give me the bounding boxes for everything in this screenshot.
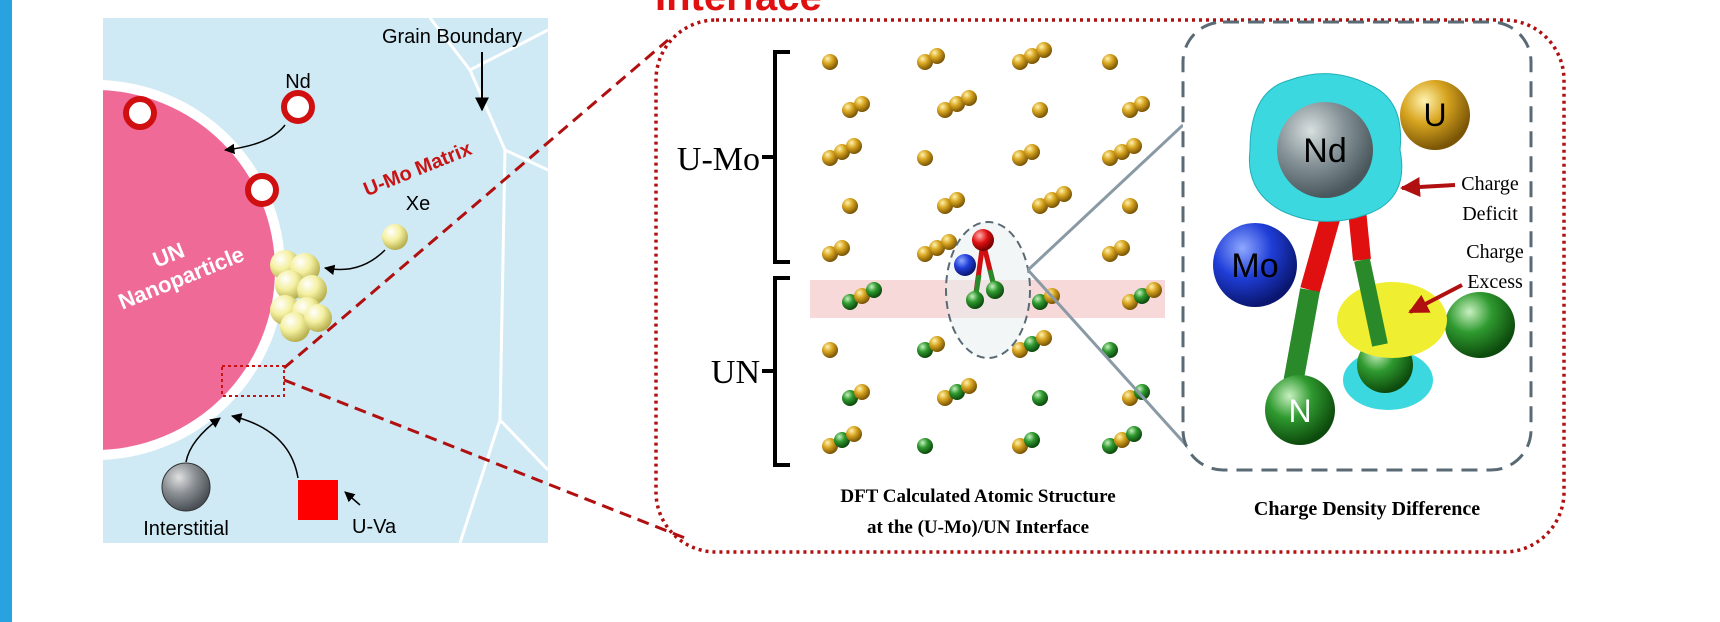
label: Charge	[1461, 173, 1519, 195]
atom	[929, 336, 945, 352]
xe-atom	[382, 224, 408, 250]
atom	[949, 192, 965, 208]
figure: Grain Boundary Nd U-Mo Matrix Xe UN Nano…	[0, 0, 1720, 622]
atom	[917, 438, 933, 454]
atom	[866, 282, 882, 298]
caption: at the (U-Mo)/UN Interface	[867, 517, 1089, 538]
label: Excess	[1467, 271, 1523, 293]
atom	[1036, 42, 1052, 58]
bracket	[762, 52, 790, 262]
atom	[1102, 54, 1118, 70]
label: UN	[711, 354, 760, 391]
vacancy-mark	[298, 480, 338, 520]
atom	[1024, 432, 1040, 448]
atom	[834, 240, 850, 256]
atom	[822, 342, 838, 358]
bracket	[762, 278, 790, 465]
label: U-Mo	[677, 141, 760, 178]
atom	[1032, 390, 1048, 406]
atom	[961, 378, 977, 394]
atom	[1036, 330, 1052, 346]
caption: DFT Calculated Atomic Structure	[840, 486, 1115, 507]
atom	[929, 48, 945, 64]
label: Interstitial	[143, 518, 229, 540]
label: Nd	[285, 71, 311, 93]
left-panel	[0, 18, 548, 543]
atom	[1126, 138, 1142, 154]
atom	[917, 150, 933, 166]
atom	[1134, 96, 1150, 112]
title: Interface	[655, 0, 822, 19]
atom	[1114, 240, 1130, 256]
atom	[846, 426, 862, 442]
atom	[1056, 186, 1072, 202]
atom	[854, 96, 870, 112]
atom-label: N	[1288, 393, 1311, 429]
side-strip	[0, 0, 12, 622]
atom-label: Nd	[1303, 132, 1346, 170]
atom-label: U	[1423, 97, 1446, 133]
atom	[842, 198, 858, 214]
atom	[846, 138, 862, 154]
label: Charge	[1466, 241, 1524, 263]
atom	[941, 234, 957, 250]
atom	[1146, 282, 1162, 298]
atom	[1032, 102, 1048, 118]
atom	[822, 54, 838, 70]
label: Deficit	[1462, 203, 1518, 225]
label: U-Va	[352, 516, 397, 538]
atom	[961, 90, 977, 106]
label: Xe	[406, 193, 430, 215]
atom	[1126, 426, 1142, 442]
atom	[1122, 198, 1138, 214]
atom	[1024, 144, 1040, 160]
caption: Charge Density Difference	[1254, 498, 1480, 520]
atom	[854, 384, 870, 400]
label: Grain Boundary	[382, 26, 522, 48]
interstitial-atom	[162, 463, 210, 511]
atom-label: Mo	[1231, 247, 1278, 285]
